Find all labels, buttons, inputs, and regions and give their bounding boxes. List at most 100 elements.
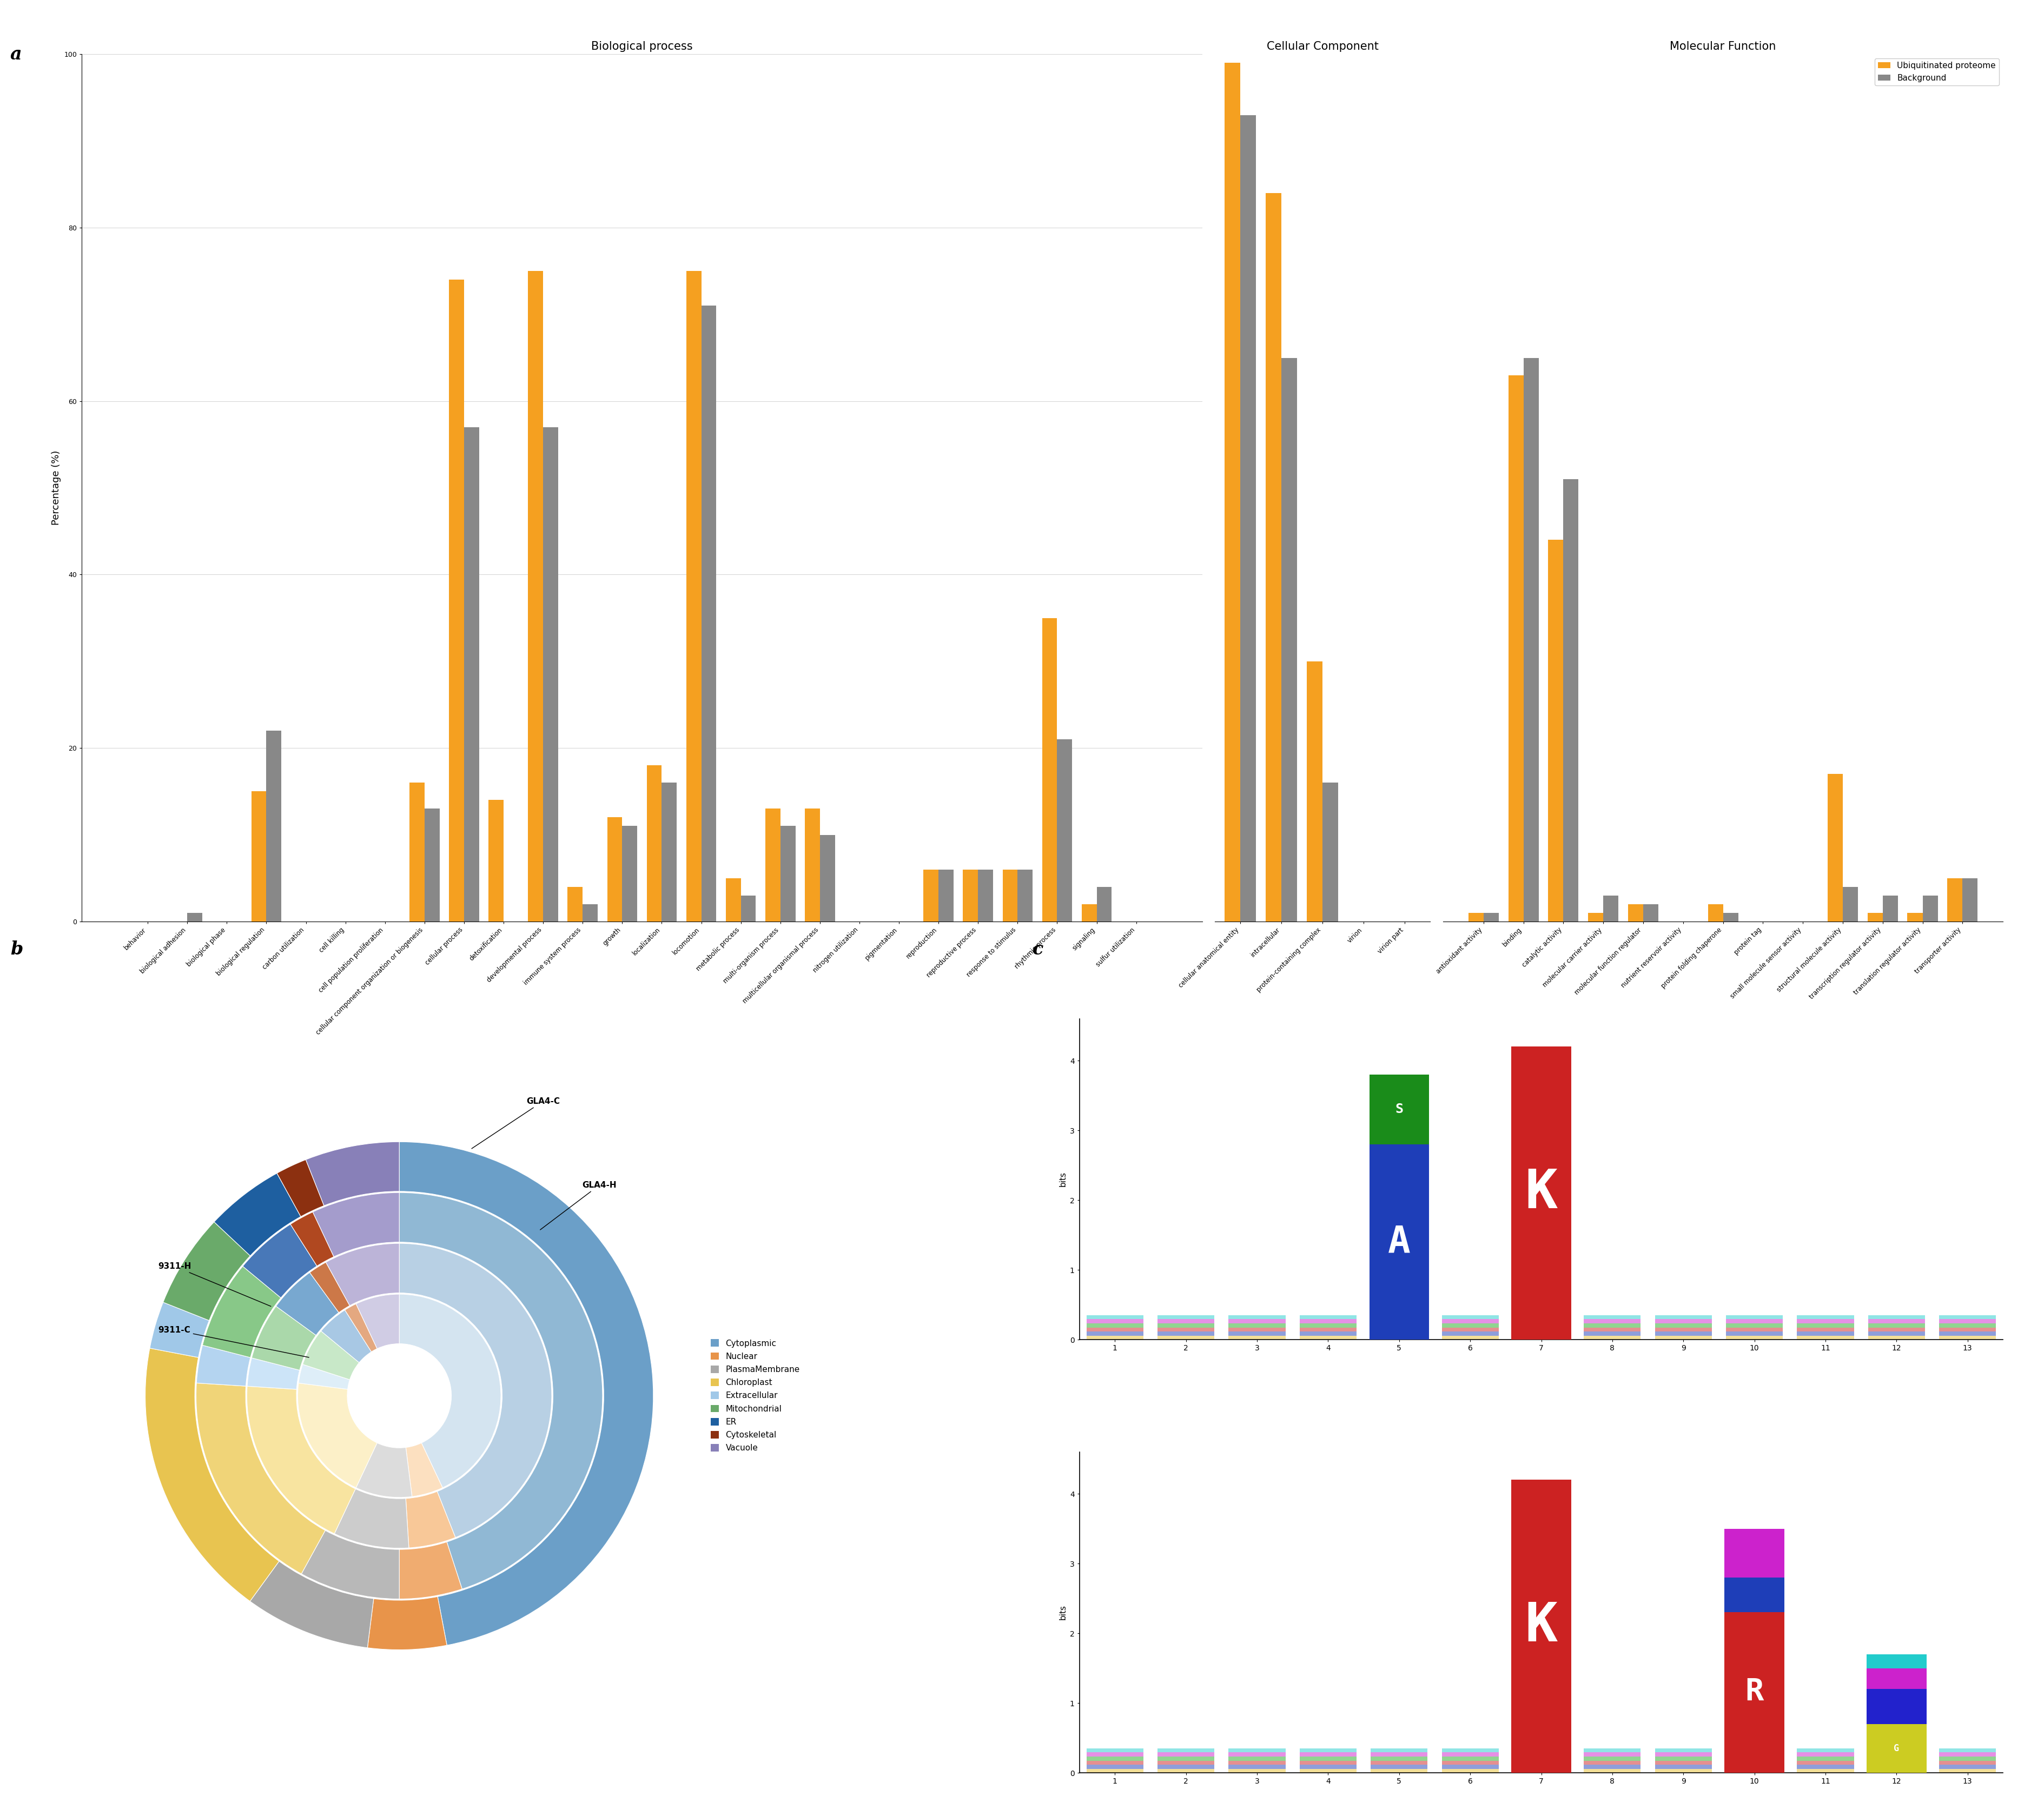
- Bar: [251, 791, 266, 921]
- Bar: [1797, 1324, 1854, 1328]
- Wedge shape: [325, 1243, 399, 1306]
- Text: a: a: [10, 45, 22, 63]
- Bar: [1656, 1769, 1711, 1773]
- Wedge shape: [276, 1160, 325, 1217]
- Bar: [1300, 1324, 1357, 1328]
- Bar: [1087, 1760, 1143, 1766]
- Bar: [1228, 1757, 1286, 1760]
- Bar: [568, 886, 583, 921]
- Bar: [1300, 1760, 1357, 1766]
- Bar: [527, 271, 544, 921]
- Wedge shape: [196, 1346, 251, 1386]
- Bar: [1369, 1075, 1429, 1145]
- Bar: [1002, 870, 1018, 921]
- Text: G: G: [1895, 1744, 1899, 1753]
- Text: 9311-C: 9311-C: [157, 1326, 309, 1357]
- Bar: [1157, 1324, 1214, 1328]
- Bar: [764, 809, 781, 921]
- Wedge shape: [356, 1444, 413, 1498]
- Bar: [1372, 1753, 1427, 1757]
- Bar: [1584, 1753, 1641, 1757]
- Bar: [1511, 1480, 1572, 1773]
- Bar: [1725, 1612, 1784, 1773]
- Bar: [1584, 1760, 1641, 1766]
- Bar: [1087, 1769, 1143, 1773]
- Bar: [450, 280, 464, 921]
- Bar: [1087, 1335, 1143, 1340]
- Bar: [1868, 1315, 1925, 1319]
- Bar: [1087, 1757, 1143, 1760]
- Bar: [1087, 1324, 1143, 1328]
- Text: B: B: [1895, 1702, 1899, 1710]
- Bar: [1300, 1331, 1357, 1335]
- Bar: [544, 427, 558, 921]
- Text: K: K: [1525, 1167, 1558, 1219]
- Wedge shape: [345, 1304, 378, 1351]
- Bar: [489, 800, 503, 921]
- Title: Biological process: Biological process: [591, 42, 693, 52]
- Bar: [1228, 1324, 1286, 1328]
- Text: C: C: [1895, 1659, 1899, 1664]
- Bar: [1441, 1760, 1498, 1766]
- Wedge shape: [307, 1141, 399, 1205]
- Bar: [1087, 1766, 1143, 1769]
- Title: Cellular Component: Cellular Component: [1267, 42, 1378, 52]
- Bar: [1584, 1749, 1641, 1753]
- Wedge shape: [399, 1243, 552, 1538]
- Bar: [1725, 1529, 1784, 1550]
- Bar: [1656, 1319, 1711, 1324]
- Bar: [464, 427, 478, 921]
- Bar: [1584, 1335, 1641, 1340]
- Bar: [1584, 1769, 1641, 1773]
- Wedge shape: [399, 1293, 501, 1487]
- Bar: [1656, 1757, 1711, 1760]
- Text: Q: Q: [1754, 1536, 1756, 1541]
- Bar: [1508, 374, 1523, 921]
- Bar: [1441, 1757, 1498, 1760]
- Bar: [820, 834, 834, 921]
- Wedge shape: [247, 1386, 356, 1534]
- Bar: [805, 809, 820, 921]
- Wedge shape: [300, 1530, 399, 1599]
- Bar: [1940, 1319, 1997, 1324]
- Bar: [1940, 1335, 1997, 1340]
- Wedge shape: [399, 1141, 654, 1644]
- Bar: [646, 765, 662, 921]
- Bar: [1441, 1331, 1498, 1335]
- Bar: [1656, 1760, 1711, 1766]
- Bar: [938, 870, 955, 921]
- Bar: [1797, 1753, 1854, 1757]
- Wedge shape: [276, 1272, 339, 1335]
- Y-axis label: bits: bits: [1059, 1172, 1067, 1187]
- Bar: [1656, 1749, 1711, 1753]
- Bar: [1923, 895, 1938, 921]
- Bar: [1725, 1335, 1782, 1340]
- Bar: [1484, 914, 1498, 921]
- Bar: [1725, 1550, 1784, 1577]
- Wedge shape: [335, 1489, 409, 1549]
- Bar: [701, 306, 715, 921]
- Bar: [963, 870, 979, 921]
- Bar: [1584, 1315, 1641, 1319]
- Wedge shape: [251, 1306, 317, 1369]
- Wedge shape: [149, 1302, 208, 1357]
- Bar: [1228, 1335, 1286, 1340]
- Legend: Cytoplasmic, Nuclear, PlasmaMembrane, Chloroplast, Extracellular, Mitochondrial,: Cytoplasmic, Nuclear, PlasmaMembrane, Ch…: [707, 1335, 803, 1456]
- Bar: [1725, 1315, 1782, 1319]
- Bar: [687, 271, 701, 921]
- Wedge shape: [399, 1192, 603, 1588]
- Bar: [1087, 1328, 1143, 1331]
- Bar: [1300, 1335, 1357, 1340]
- Wedge shape: [321, 1310, 372, 1362]
- Bar: [1300, 1757, 1357, 1760]
- Bar: [1940, 1753, 1997, 1757]
- Text: E: E: [1895, 1675, 1899, 1681]
- Bar: [1372, 1769, 1427, 1773]
- Bar: [621, 827, 638, 921]
- Wedge shape: [368, 1597, 448, 1650]
- Bar: [1228, 1319, 1286, 1324]
- Bar: [1868, 1319, 1925, 1324]
- Wedge shape: [215, 1174, 300, 1255]
- Bar: [1300, 1753, 1357, 1757]
- Bar: [1866, 1653, 1925, 1668]
